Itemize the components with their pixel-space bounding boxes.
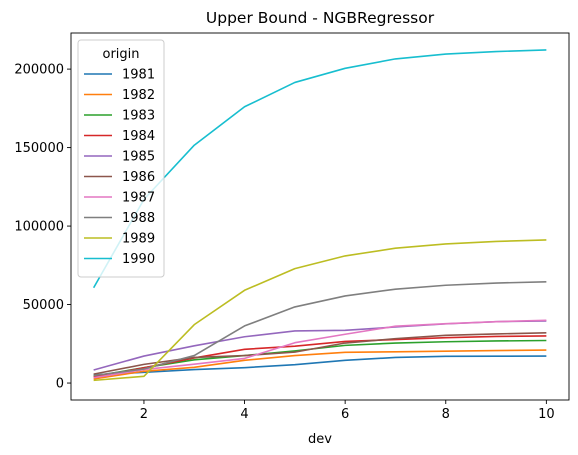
legend-label-1990: 1990 [122, 252, 155, 267]
x-tick-label: 6 [341, 407, 349, 422]
legend-label-1987: 1987 [122, 191, 155, 206]
plot-area: 2 4 6 8 10 0 50000 100000 150000 200000 [14, 32, 570, 422]
legend-label-1988: 1988 [122, 211, 155, 226]
legend-label-1986: 1986 [122, 170, 155, 185]
axes-frame [70, 32, 570, 401]
x-tick-label: 8 [442, 407, 450, 422]
series-line-1986 [93, 332, 547, 375]
x-axis-label: dev [308, 432, 332, 447]
legend-label-1989: 1989 [122, 232, 155, 247]
y-tick-label: 0 [56, 377, 64, 392]
series-line-1981 [93, 355, 547, 376]
legend-label-1981: 1981 [122, 68, 155, 83]
series-line-1988 [93, 281, 547, 377]
legend: origin 1981 1982 1983 1984 1985 1986 1987 1988 19… [77, 39, 165, 278]
series-line-1987 [93, 319, 547, 379]
y-tick-label: 150000 [14, 141, 64, 156]
y-tick-label: 100000 [14, 220, 64, 235]
series-line-1989 [93, 239, 547, 382]
x-tick-label: 10 [538, 407, 555, 422]
x-tick-label: 2 [140, 407, 148, 422]
legend-label-1983: 1983 [122, 109, 155, 124]
legend-label-1982: 1982 [122, 88, 155, 103]
legend-label-1985: 1985 [122, 150, 155, 165]
series-line-1982 [93, 349, 547, 380]
y-tick-label: 50000 [23, 298, 64, 313]
series-line-1990 [92, 49, 547, 289]
legend-label-1984: 1984 [122, 129, 155, 144]
chart-title: Upper Bound - NGBRegressor [206, 9, 435, 27]
y-tick-label: 200000 [14, 63, 64, 78]
x-tick-label: 4 [240, 407, 248, 422]
legend-title: origin [102, 47, 139, 62]
